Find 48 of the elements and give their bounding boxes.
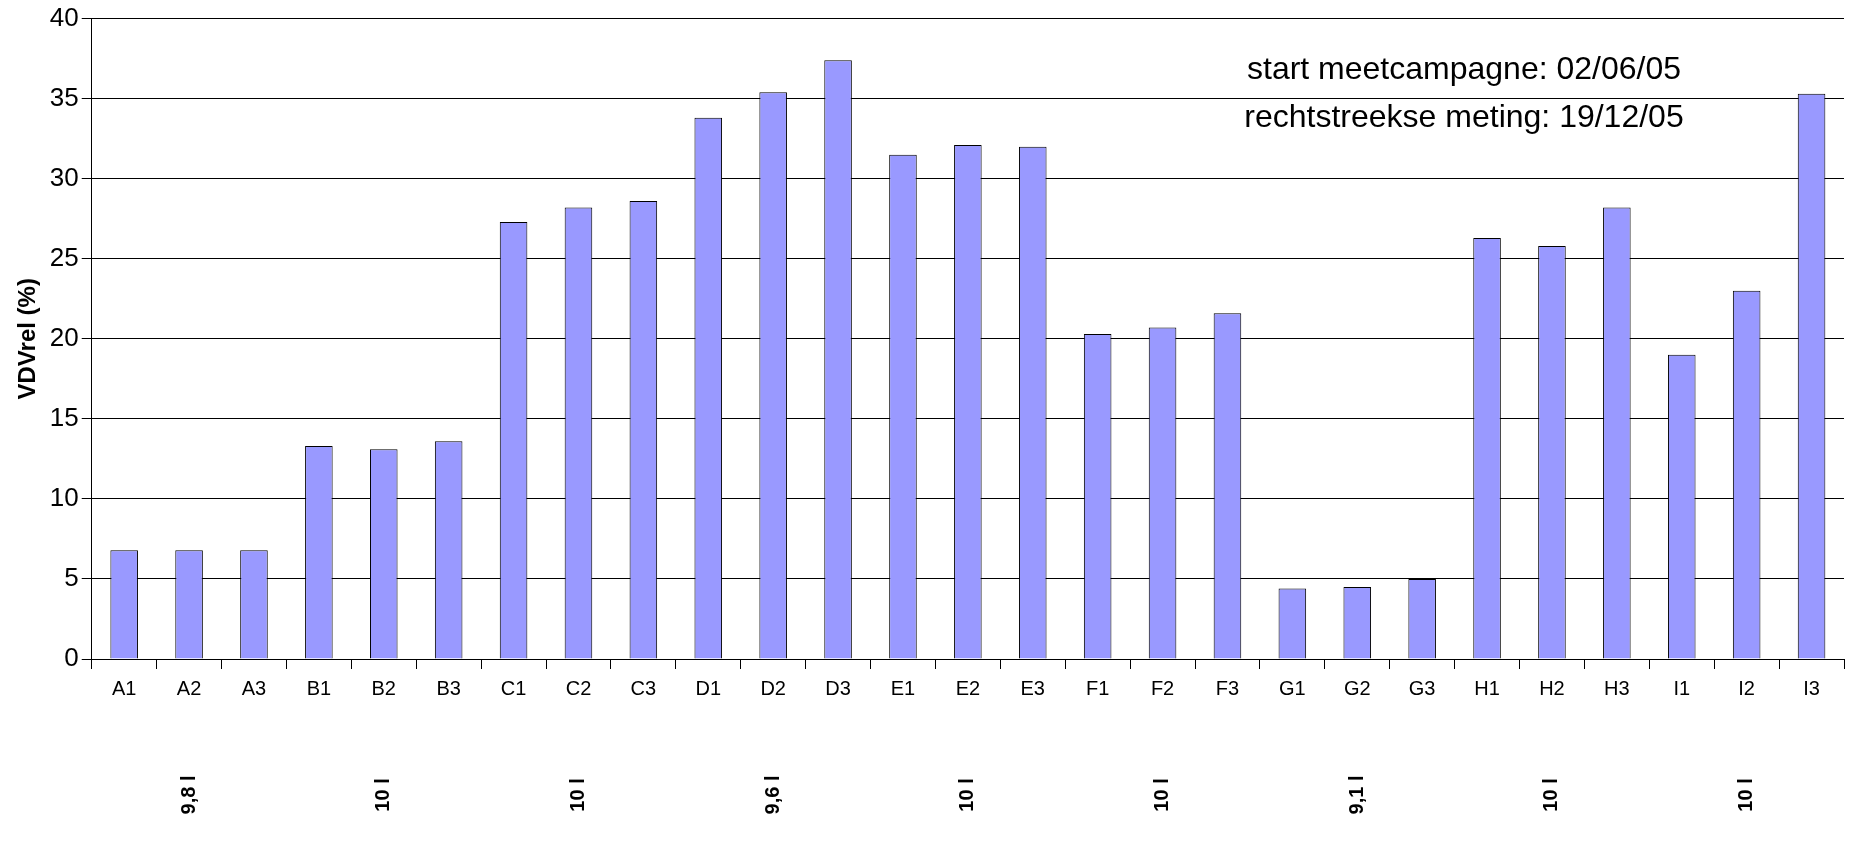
text: 10 l (1734, 778, 1757, 812)
text: 10 l (565, 778, 588, 812)
y-tick-label: 10 (49, 482, 79, 513)
x-tick-label: B1 (306, 676, 332, 699)
y-tick-label: 20 (49, 321, 79, 352)
x-tick-label: D2 (760, 676, 786, 699)
y-tick-label: 0 (64, 642, 79, 673)
y-tick-label: 15 (49, 402, 79, 433)
y-axis-title: VDVrel (%) (13, 278, 41, 400)
text: 10 l (1539, 778, 1562, 812)
x-tick-label: F3 (1215, 676, 1240, 699)
x-tick-label: B2 (371, 676, 396, 699)
x-tick-label: A1 (111, 676, 137, 699)
x-tick-label: A2 (176, 676, 202, 699)
x-tick-label: B3 (436, 676, 461, 699)
x-tick-label: I2 (1738, 676, 1755, 699)
x-tick-label: F1 (1085, 676, 1110, 699)
x-tick-label: I1 (1673, 676, 1691, 699)
text: 10 l (1150, 778, 1173, 812)
x-tick-label: G2 (1343, 676, 1371, 699)
x-tick-label: E1 (890, 676, 916, 699)
x-tick-label: I3 (1803, 676, 1820, 699)
annotation: rechtstreekse meting: 19/12/05 (1244, 98, 1684, 135)
y-tick-label: 40 (49, 1, 79, 32)
x-tick-label: C1 (500, 676, 527, 699)
text: 10 l (955, 778, 978, 812)
x-tick-label: H2 (1539, 676, 1565, 699)
text: 9,6 l (760, 775, 783, 815)
text: 10 l (371, 778, 394, 812)
y-tick-label: 25 (49, 241, 79, 272)
text: 9,8 l (176, 775, 199, 815)
x-tick-label: G3 (1408, 676, 1436, 699)
x-tick-label: H1 (1474, 676, 1500, 699)
x-tick-label: A3 (241, 676, 267, 699)
x-tick-label: C2 (565, 676, 592, 699)
text: 9,1 l (1344, 775, 1367, 815)
y-tick-label: 35 (49, 81, 79, 112)
x-tick-label: G1 (1279, 676, 1306, 699)
y-tick-label: 30 (49, 161, 79, 192)
x-tick-label: E3 (1020, 676, 1045, 699)
x-tick-label: E2 (955, 676, 981, 699)
x-tick-label: D3 (825, 676, 851, 699)
x-tick-label: C3 (630, 676, 657, 699)
x-tick-label: F2 (1150, 676, 1175, 699)
x-tick-label: H3 (1604, 676, 1630, 699)
x-tick-label: D1 (695, 676, 722, 699)
annotation: start meetcampagne: 02/06/05 (1246, 50, 1682, 87)
y-tick-label: 5 (64, 562, 79, 593)
